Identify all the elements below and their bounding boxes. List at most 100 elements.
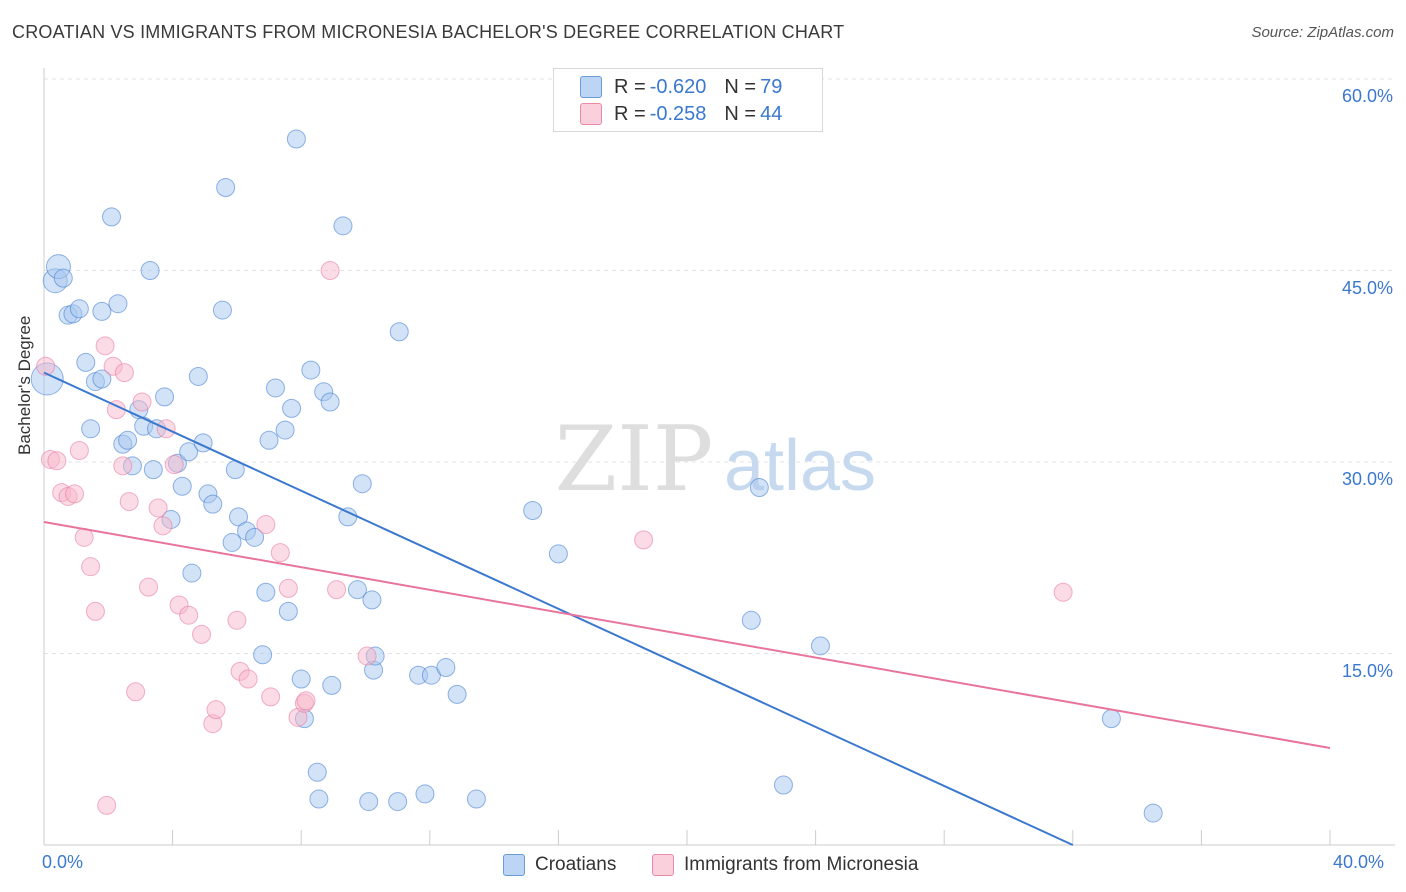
point-micronesia: [238, 669, 258, 689]
axes: [43, 68, 1395, 846]
point-micronesia: [47, 451, 67, 471]
bottom-legend-swatch-pink: [652, 854, 674, 876]
point-croatians: [307, 762, 327, 782]
point-micronesia: [278, 578, 298, 598]
point-micronesia: [206, 700, 226, 720]
point-croatians: [301, 360, 321, 380]
bottom-legend-micronesia: Immigrants from Micronesia: [652, 852, 918, 878]
point-croatians: [245, 527, 265, 547]
point-micronesia: [85, 601, 105, 621]
point-croatians: [388, 792, 408, 812]
point-croatians: [69, 299, 89, 319]
point-croatians: [76, 352, 96, 372]
point-micronesia: [114, 363, 134, 383]
point-croatians: [179, 442, 199, 462]
y-tick-label: 30.0%: [1341, 469, 1393, 489]
point-micronesia: [97, 795, 117, 815]
point-croatians: [172, 476, 192, 496]
point-croatians: [389, 322, 409, 342]
legend-r-label: R =: [614, 75, 646, 98]
point-micronesia: [69, 441, 89, 461]
bottom-legend-label: Immigrants from Micronesia: [684, 854, 919, 875]
source-label: Source: ZipAtlas.com: [1251, 24, 1394, 41]
trend-line-croatians: [43, 371, 1074, 846]
legend-n-label: N =: [724, 102, 757, 125]
point-croatians: [253, 645, 273, 665]
watermark-atlas: atlas: [724, 426, 876, 506]
point-croatians: [291, 669, 311, 689]
point-croatians: [810, 636, 830, 656]
point-micronesia: [81, 557, 101, 577]
legend-n-value: 44: [760, 102, 783, 125]
legend-r-label: R =: [614, 102, 646, 125]
point-croatians: [282, 398, 302, 418]
point-micronesia: [192, 624, 212, 644]
point-micronesia: [320, 261, 340, 280]
point-micronesia: [164, 455, 184, 475]
point-croatians: [338, 507, 358, 527]
legend-swatch-pink: [580, 103, 602, 125]
point-croatians: [773, 775, 793, 795]
trend-line-micronesia: [43, 521, 1331, 749]
data-points: [30, 129, 1163, 823]
y-tick-label: 15.0%: [1341, 660, 1393, 681]
legend-n-value: 79: [760, 75, 783, 98]
bottom-legend-label: Croatians: [535, 854, 617, 875]
point-croatians: [275, 420, 295, 440]
point-micronesia: [256, 515, 276, 535]
point-croatians: [362, 590, 382, 610]
point-micronesia: [119, 492, 139, 512]
y-tick-label: 60.0%: [1341, 86, 1393, 106]
point-micronesia: [153, 516, 173, 536]
point-croatians: [53, 268, 73, 288]
point-croatians: [333, 216, 353, 236]
point-croatians: [466, 789, 486, 809]
point-micronesia: [132, 392, 152, 412]
point-micronesia: [261, 687, 281, 707]
point-micronesia: [1053, 582, 1073, 602]
point-croatians: [309, 789, 329, 809]
legend: R = -0.620 N = 79 R = -0.258 N = 44: [553, 68, 823, 132]
point-micronesia: [36, 356, 56, 376]
point-micronesia: [65, 484, 85, 504]
legend-r-value: -0.258: [649, 102, 707, 125]
point-croatians: [188, 366, 208, 386]
point-croatians: [352, 474, 372, 494]
chart-title: CROATIAN VS IMMIGRANTS FROM MICRONESIA B…: [12, 22, 845, 42]
point-croatians: [749, 478, 769, 498]
point-micronesia: [113, 456, 133, 476]
point-croatians: [212, 300, 232, 320]
point-croatians: [1101, 709, 1121, 729]
point-micronesia: [634, 530, 654, 550]
point-micronesia: [148, 498, 168, 518]
point-micronesia: [95, 336, 115, 356]
point-croatians: [81, 419, 101, 439]
point-croatians: [548, 544, 568, 564]
point-croatians: [216, 178, 236, 198]
point-croatians: [523, 501, 543, 521]
point-croatians: [286, 129, 306, 149]
point-croatians: [140, 261, 160, 280]
x-tick-label-max: 40.0%: [1333, 852, 1385, 872]
point-croatians: [320, 392, 340, 412]
point-croatians: [155, 387, 175, 407]
point-micronesia: [138, 577, 158, 597]
grid-lines: [44, 78, 1395, 654]
point-croatians: [102, 207, 122, 227]
point-micronesia: [126, 682, 146, 702]
point-croatians: [143, 460, 163, 480]
x-tick-label-min: 0.0%: [42, 852, 84, 872]
legend-row-micronesia: R = -0.258 N = 44: [580, 101, 782, 127]
point-micronesia: [357, 646, 377, 666]
point-croatians: [256, 582, 276, 602]
point-croatians: [447, 684, 467, 704]
watermark-zip: ZIP: [555, 407, 714, 512]
point-croatians: [1143, 803, 1163, 823]
point-croatians: [182, 563, 202, 583]
watermark: ZIP atlas: [555, 407, 876, 512]
point-croatians: [92, 369, 112, 389]
y-tick-label: 45.0%: [1341, 277, 1393, 298]
point-croatians: [259, 430, 279, 450]
point-croatians: [436, 658, 456, 678]
